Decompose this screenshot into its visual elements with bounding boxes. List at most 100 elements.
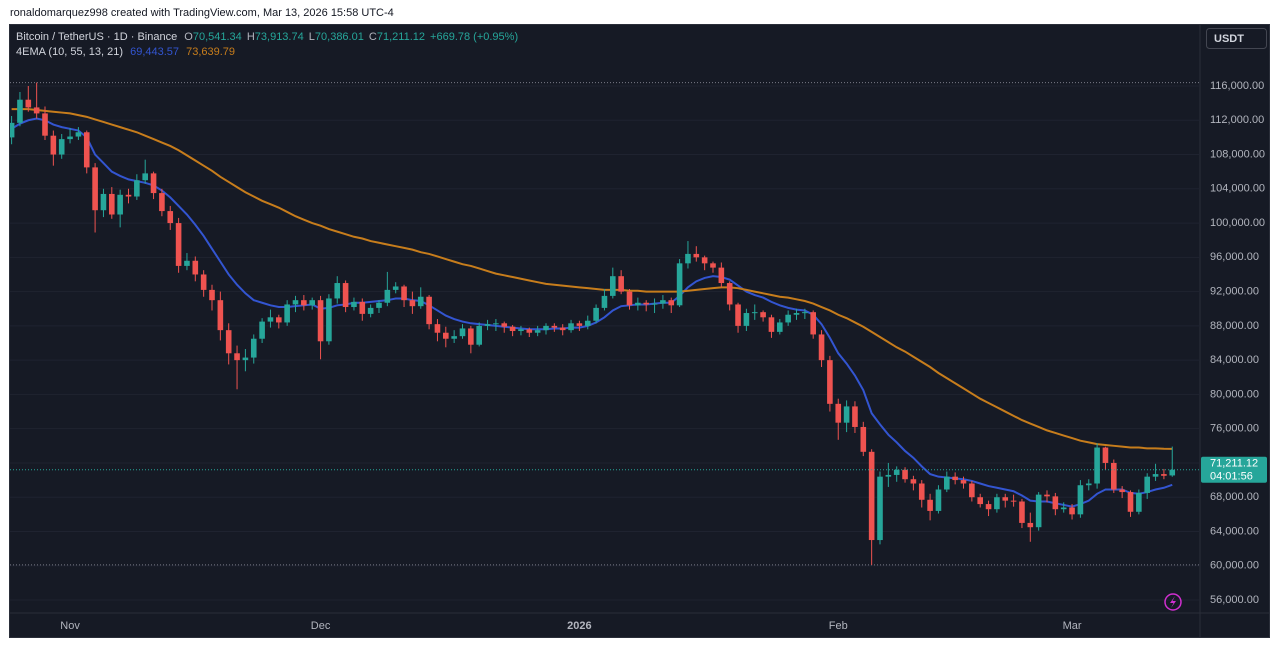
candle-body <box>1044 494 1050 497</box>
candle-body <box>751 312 758 314</box>
candle-body <box>326 298 332 342</box>
candle-body <box>276 317 282 323</box>
candle-body <box>200 274 207 290</box>
candle-body <box>852 406 858 427</box>
ohlc-value: 70,386.01 <box>315 31 364 43</box>
candle-body <box>443 332 449 339</box>
candle-body <box>117 194 123 215</box>
candle-body <box>100 193 107 211</box>
candle-body <box>918 483 925 500</box>
candle-body <box>301 300 307 306</box>
candle-body <box>284 304 290 323</box>
candle-body <box>810 312 816 335</box>
y-tick-label: 56,000.00 <box>1210 594 1259 606</box>
candle-body <box>584 320 591 326</box>
candle-body <box>75 132 82 137</box>
candle-body <box>660 300 666 304</box>
candle-body <box>935 489 942 511</box>
candle-body <box>150 173 157 194</box>
candle-body <box>125 194 132 197</box>
candle-body <box>893 469 900 475</box>
ohlc-value: 71,211.12 <box>377 31 425 43</box>
ohlc-prefix: O <box>184 31 193 43</box>
axes: 56,000.0060,000.0064,000.0068,000.0072,0… <box>60 80 1267 632</box>
candle-body <box>359 301 366 314</box>
last-price-label: 71,211.12 <box>1210 458 1258 470</box>
candle-body <box>910 479 917 484</box>
candle-body <box>58 139 65 155</box>
candle-body <box>1111 462 1117 490</box>
candle-body <box>927 499 933 511</box>
y-tick-label: 84,000.00 <box>1210 354 1259 366</box>
y-tick-label: 68,000.00 <box>1210 491 1259 503</box>
candle-body <box>768 317 775 332</box>
candle-body <box>42 113 48 136</box>
currency-label[interactable]: USDT <box>1214 33 1244 45</box>
candle-body <box>1027 522 1034 528</box>
candle-body <box>392 286 399 290</box>
candle-body <box>802 312 808 314</box>
icon-bolt[interactable] <box>1170 596 1176 608</box>
candle-body <box>835 403 842 423</box>
candle-body <box>944 476 950 490</box>
y-tick-label: 92,000.00 <box>1210 286 1259 298</box>
candle-body <box>960 480 967 484</box>
ema-line <box>11 108 1173 450</box>
candle-body <box>626 291 633 306</box>
plot-area <box>10 82 1200 566</box>
candle-body <box>785 314 791 323</box>
candle-body <box>559 327 566 331</box>
candle-body <box>543 325 549 331</box>
icon-circle[interactable] <box>1164 593 1182 611</box>
candle-body <box>468 328 474 345</box>
candle-body <box>1069 507 1075 515</box>
indicator-legend: 4EMA (10, 55, 13, 21) 69,443.57 73,639.7… <box>16 46 235 58</box>
candle-body <box>1035 494 1042 528</box>
ohlc-value: 73,913.74 <box>255 31 304 43</box>
candle-body <box>109 193 115 215</box>
candle-body <box>610 276 616 296</box>
candle-body <box>217 300 224 331</box>
y-tick-label: 80,000.00 <box>1210 388 1259 400</box>
candle-body <box>1102 447 1109 463</box>
candle-body <box>159 193 165 212</box>
candle-body <box>25 99 32 108</box>
candle-body <box>33 107 40 114</box>
candle-body <box>451 336 457 339</box>
candle-body <box>67 136 73 140</box>
candle-body <box>501 323 508 327</box>
candle-body <box>885 474 892 477</box>
candle-body <box>635 302 641 306</box>
candle-body <box>593 307 599 321</box>
candle-body <box>977 497 983 505</box>
candle-body <box>1094 447 1100 484</box>
candle-body <box>334 283 341 299</box>
indicator-name: 4EMA (10, 55, 13, 21) <box>16 46 123 58</box>
y-tick-label: 88,000.00 <box>1210 320 1259 332</box>
candle-body <box>476 325 482 345</box>
y-tick-label: 60,000.00 <box>1210 560 1259 572</box>
y-tick-label: 108,000.00 <box>1210 148 1265 160</box>
candle-body <box>1127 492 1134 512</box>
candle-body <box>843 406 850 423</box>
replay-icon[interactable] <box>1164 593 1182 611</box>
candle-body <box>1010 500 1017 502</box>
candle-body <box>701 257 708 264</box>
candle-body <box>292 300 299 305</box>
candle-body <box>434 324 441 333</box>
candle-body <box>735 304 741 326</box>
candle-body <box>509 326 516 332</box>
candle-body <box>551 325 558 328</box>
indicator-value: 73,639.79 <box>186 46 235 58</box>
candle-body <box>518 329 524 332</box>
candle-body <box>969 483 975 498</box>
grid <box>10 85 1200 601</box>
candle-body <box>685 253 691 264</box>
candle-body <box>192 260 199 275</box>
chart-panel <box>9 24 1270 638</box>
candle-body <box>1136 492 1142 512</box>
candle-body <box>83 132 90 168</box>
candle-body <box>92 167 98 211</box>
currency-button[interactable] <box>1206 28 1267 49</box>
